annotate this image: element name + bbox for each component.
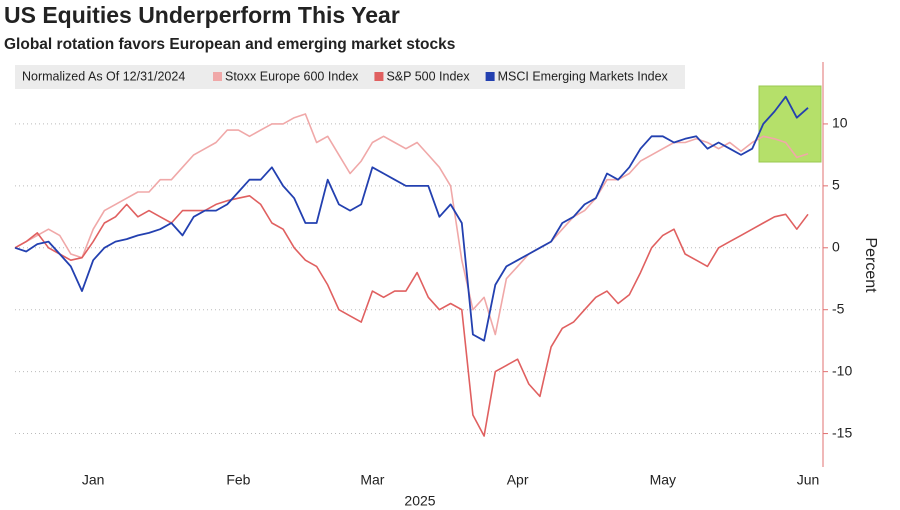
y-tick-label: 10 [832,115,848,131]
legend-background [15,65,685,89]
x-tick-label: Apr [507,472,529,488]
y-axis-label: Percent [862,237,879,293]
legend-label: MSCI Emerging Markets Index [498,69,669,83]
chart-subtitle: Global rotation favors European and emer… [4,36,455,53]
y-tick-label: -5 [832,300,845,316]
legend-title: Normalized As Of 12/31/2024 [22,69,185,83]
legend-swatch [374,72,384,81]
series-line [14,95,809,342]
y-tick-label: -15 [832,424,852,440]
series-line [14,195,809,437]
x-tick-label: May [650,472,676,488]
legend-label: Stoxx Europe 600 Index [225,69,359,83]
x-tick-label: Mar [360,472,384,488]
legend-label: S&P 500 Index [386,69,470,83]
chart-title: US Equities Underperform This Year [4,2,400,28]
y-tick-label: 0 [832,238,840,254]
x-axis-label: 2025 [404,493,435,509]
x-tick-label: Jan [82,472,105,488]
y-tick-label: 5 [832,177,840,193]
y-tick-label: -10 [832,362,852,378]
series-line [14,113,809,336]
legend-swatch [213,72,222,81]
x-tick-label: Feb [226,472,250,488]
x-tick-label: Jun [797,472,820,488]
legend-swatch [485,72,495,81]
highlight-box [758,85,822,163]
